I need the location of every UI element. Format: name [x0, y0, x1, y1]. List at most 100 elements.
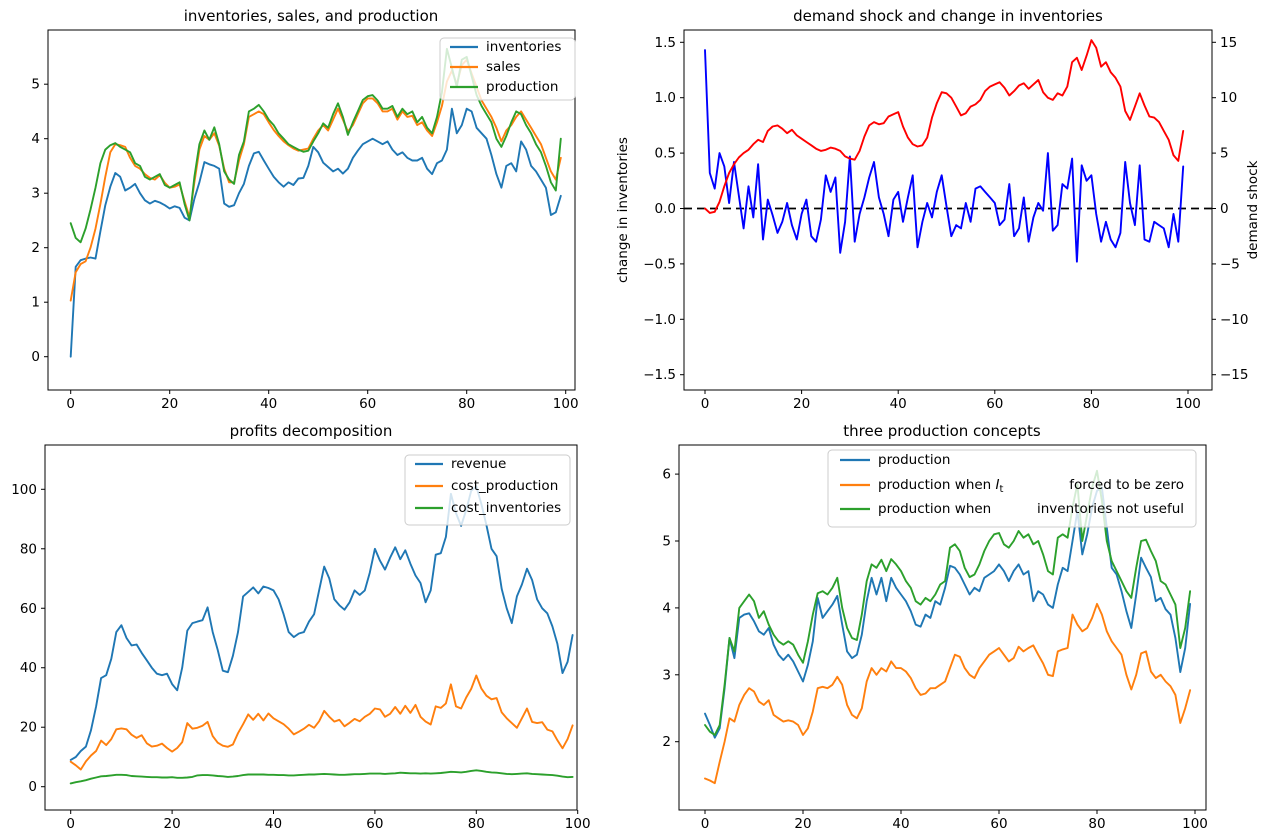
- y-tick-label: 40: [20, 660, 37, 676]
- series-line-cost-inventories: [69, 769, 574, 785]
- subplot-profits-decomposition: profits decomposition 0 20 40 60 80 100 0 20 40 6…: [11, 422, 590, 832]
- y-tick-label: 3: [31, 186, 40, 202]
- y-tick-label: 5: [31, 77, 40, 93]
- x-axis: 0 20 40 60 80 100: [701, 810, 1208, 832]
- legend: revenue cost_production cost_inventories: [404, 454, 571, 526]
- subplot-title: inventories, sales, and production: [184, 7, 439, 25]
- legend-entry-label: production: [878, 452, 951, 468]
- legend-entry-label: production: [486, 79, 559, 95]
- x-tick-label: 0: [66, 816, 75, 832]
- y-tick-label: 3: [662, 667, 671, 683]
- axes-box: [678, 444, 1207, 811]
- series-line-change-in-inventories: [704, 49, 1185, 263]
- y-tick-label: 0: [31, 349, 40, 365]
- x-tick-label: 20: [794, 816, 811, 832]
- legend-entry-label-right: forced to be zero: [1069, 477, 1184, 493]
- y-tick-label: −15: [1220, 367, 1249, 383]
- legend-entry-label: production when It: [878, 477, 1004, 495]
- legend-entry-label-right: inventories not useful: [1037, 501, 1184, 517]
- subplot-three-production-concepts: three production concepts 0 20 40 60 80 100 2 3…: [662, 422, 1207, 832]
- y-axis-label-left: change in inventories: [615, 137, 631, 283]
- y-tick-label: 4: [662, 600, 671, 616]
- y-tick-label: 5: [1220, 146, 1229, 162]
- x-tick-label: 60: [990, 816, 1007, 832]
- x-tick-label: 100: [565, 816, 591, 832]
- y-axis-left: 2 3 4 5 6: [662, 467, 679, 750]
- legend-entry-label: revenue: [451, 456, 506, 472]
- subplot-title: three production concepts: [843, 422, 1041, 440]
- axes-box: [47, 29, 576, 391]
- subplot-inventories-sales-production: inventories, sales, and production 0 20 40…: [31, 7, 578, 412]
- y-tick-label: 0.0: [655, 201, 676, 217]
- legend-box: [439, 37, 576, 101]
- series-line-demand-shock: [704, 39, 1185, 214]
- x-axis: 0 20 40 60 80 100: [701, 390, 1201, 412]
- y-tick-label: 2: [31, 240, 40, 256]
- legend-entry-label: cost_production: [451, 478, 558, 494]
- series-line-production: [69, 47, 562, 244]
- legend-entry-label: inventories: [486, 39, 561, 55]
- y-axis-right: 15 10 5 0 −5 −10 −15: [1212, 35, 1249, 383]
- y-tick-label: −1.0: [643, 312, 676, 328]
- x-tick-label: 100: [553, 396, 579, 412]
- x-tick-label: 40: [260, 396, 277, 412]
- x-tick-label: 60: [986, 396, 1003, 412]
- x-axis: 0 20 40 60 80 100: [66, 390, 579, 412]
- y-tick-label: 1.5: [655, 35, 676, 51]
- x-tick-label: 40: [265, 816, 282, 832]
- y-tick-label: −10: [1220, 312, 1249, 328]
- series-line-production-when-i-t-forced-to-be-zero: [704, 602, 1192, 785]
- series-line-revenue: [69, 485, 574, 761]
- axes-box: [44, 444, 578, 811]
- y-tick-label: 0: [1220, 201, 1229, 217]
- y-axis-left: 1.5 1.0 0.5 0.0 −0.5 −1.0 −1.5: [643, 35, 684, 383]
- x-tick-label: 20: [164, 816, 181, 832]
- y-tick-label: 6: [662, 467, 671, 483]
- x-tick-label: 80: [458, 396, 475, 412]
- legend: inventories sales production: [439, 37, 576, 101]
- subplot-title: profits decomposition: [230, 422, 393, 440]
- series-line-production-when-inventories-not-useful: [704, 469, 1192, 736]
- y-tick-label: 60: [20, 601, 37, 617]
- y-tick-label: 100: [11, 482, 37, 498]
- x-tick-label: 60: [366, 816, 383, 832]
- y-tick-label: 4: [31, 131, 40, 147]
- subplot-title: demand shock and change in inventories: [793, 7, 1103, 25]
- y-tick-label: 0.5: [655, 146, 676, 162]
- x-tick-label: 40: [892, 816, 909, 832]
- y-tick-label: −0.5: [643, 256, 676, 272]
- x-tick-label: 100: [1182, 816, 1208, 832]
- axes-box: [683, 29, 1213, 391]
- y-tick-label: 0: [28, 779, 37, 795]
- y-tick-label: 80: [20, 541, 37, 557]
- legend-box: [404, 454, 571, 526]
- x-tick-label: 20: [793, 396, 810, 412]
- x-axis: 0 20 40 60 80 100: [66, 810, 591, 832]
- x-tick-label: 20: [161, 396, 178, 412]
- series-line-inventories: [69, 107, 562, 358]
- x-tick-label: 80: [1083, 396, 1100, 412]
- y-tick-label: 1.0: [655, 90, 676, 106]
- y-tick-label: 5: [662, 534, 671, 550]
- y-tick-label: 2: [662, 734, 671, 750]
- legend: production production when It forced to be…: [827, 449, 1197, 528]
- y-tick-label: −1.5: [643, 367, 676, 383]
- x-tick-label: 80: [1088, 816, 1105, 832]
- y-tick-label: −5: [1220, 256, 1240, 272]
- legend-entry-label: production when: [878, 501, 991, 517]
- x-tick-label: 60: [359, 396, 376, 412]
- legend-entry-label: sales: [486, 59, 520, 75]
- series-line-cost-production: [69, 674, 574, 771]
- x-tick-label: 100: [1175, 396, 1201, 412]
- y-axis-left: 0 20 40 60 80 100: [11, 482, 45, 795]
- y-tick-label: 10: [1220, 90, 1237, 106]
- y-tick-label: 1: [31, 295, 40, 311]
- y-axis-left: 0 1 2 3 4 5: [31, 77, 48, 365]
- x-tick-label: 80: [468, 816, 485, 832]
- x-tick-label: 0: [701, 396, 710, 412]
- y-tick-label: 15: [1220, 35, 1237, 51]
- x-tick-label: 0: [701, 816, 710, 832]
- y-axis-label-right: demand shock: [1245, 160, 1261, 259]
- subplot-demand-shock-change-inventories: demand shock and change in inventories c…: [615, 7, 1261, 412]
